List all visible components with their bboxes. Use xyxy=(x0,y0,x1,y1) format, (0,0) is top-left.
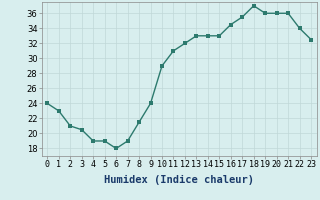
X-axis label: Humidex (Indice chaleur): Humidex (Indice chaleur) xyxy=(104,175,254,185)
